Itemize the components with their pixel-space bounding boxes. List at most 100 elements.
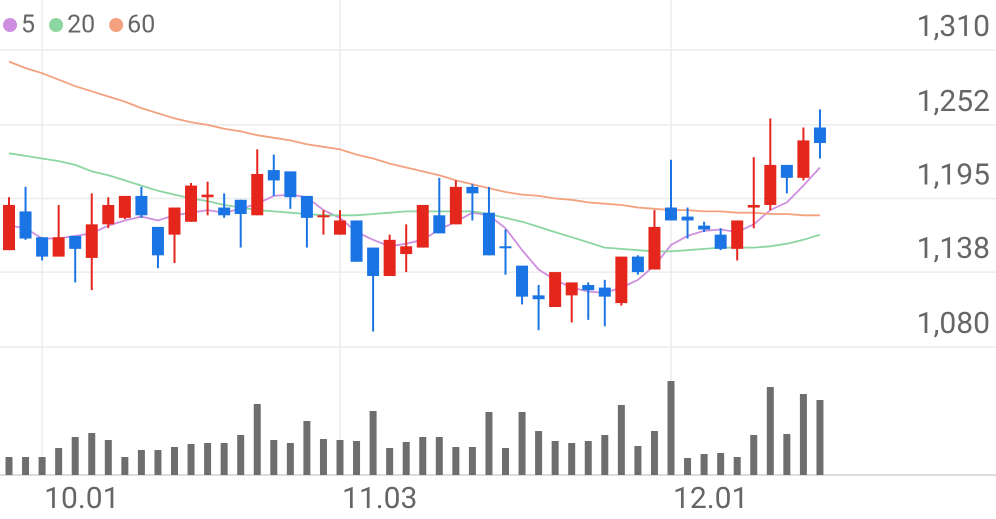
candle-body: [565, 282, 578, 296]
candle-body: [168, 207, 181, 235]
candle-body: [284, 171, 297, 198]
volume-bar: [617, 405, 625, 475]
candle-body: [648, 226, 661, 270]
volume-bar: [518, 412, 526, 475]
ma-line: [8, 60, 820, 217]
candle-body: [151, 226, 164, 256]
volume-bar: [816, 400, 824, 475]
volume-bar: [88, 433, 96, 475]
candle-body: [367, 247, 380, 276]
volume-bar: [700, 454, 708, 475]
candle-body: [234, 199, 247, 214]
volume-bar: [187, 444, 195, 475]
volume-bar: [419, 437, 427, 475]
y-tick-label: 1,195: [917, 157, 990, 192]
legend-label: 5: [21, 11, 35, 40]
candle-body: [747, 204, 760, 208]
candle-body: [449, 186, 462, 225]
volume-bar: [435, 437, 443, 475]
legend-label: 60: [127, 11, 155, 40]
candle-body: [185, 185, 198, 222]
volume-bar: [253, 404, 261, 475]
volume-bar: [551, 441, 559, 475]
candle-body: [698, 225, 711, 230]
volume-bar: [601, 435, 609, 475]
legend-marker: [3, 18, 17, 32]
candle-body: [334, 220, 346, 235]
volume-bar: [55, 448, 63, 475]
volume-bar: [237, 435, 245, 475]
candle-body: [251, 173, 264, 216]
candle-body: [797, 140, 810, 178]
volume-bar: [38, 457, 46, 475]
candle-body: [400, 246, 413, 255]
candle-body: [764, 164, 777, 205]
ma-line: [8, 152, 821, 253]
volume-bar: [303, 421, 311, 475]
volume-bar: [733, 457, 741, 475]
candle-body: [433, 215, 446, 234]
volume-bar: [799, 394, 807, 475]
candle-body: [714, 234, 727, 249]
candle-body: [85, 224, 98, 258]
volume-bar: [684, 458, 692, 475]
candle-body: [582, 285, 595, 291]
candle-body: [300, 195, 313, 218]
candle-body: [383, 239, 396, 276]
volume-bar: [783, 434, 791, 475]
candle-body: [416, 204, 429, 248]
candle-body: [52, 237, 65, 257]
legend-marker: [109, 18, 124, 32]
volume-bar: [485, 412, 493, 475]
volume-bar: [171, 447, 178, 475]
candle-body: [317, 215, 330, 218]
candle-body: [102, 204, 115, 225]
volume-bar: [286, 443, 294, 475]
volume-bar: [402, 442, 410, 475]
volume-bar: [154, 450, 162, 475]
volume-bar: [634, 446, 642, 475]
volume-bar: [766, 387, 774, 475]
candle-body: [731, 220, 744, 249]
x-tick-label: 11.03: [342, 481, 417, 516]
volume-bar: [502, 448, 509, 475]
volume-bar: [137, 450, 145, 475]
y-tick-label: 1,080: [917, 306, 990, 341]
volume-bar: [336, 440, 344, 475]
candle-body: [267, 170, 280, 181]
candle-body: [813, 127, 826, 143]
candle-body: [499, 246, 512, 249]
volume-bar: [270, 440, 278, 475]
volume-bar: [452, 447, 460, 475]
candle-body: [19, 211, 32, 239]
volume-bar: [535, 431, 543, 475]
volume-bar: [650, 431, 658, 475]
y-tick-label: 1,310: [917, 9, 990, 44]
candle-body: [466, 186, 479, 194]
volume-bar: [121, 457, 129, 475]
volume-bar: [584, 441, 592, 475]
volume-bar: [220, 443, 228, 475]
candle-body: [681, 216, 694, 221]
candle-body: [201, 194, 214, 198]
y-tick-label: 1,252: [917, 84, 990, 119]
legend-marker: [49, 18, 64, 32]
volume-bar: [353, 441, 361, 475]
candle-body: [532, 295, 545, 300]
volume-bar: [104, 440, 112, 475]
volume-bar: [568, 443, 576, 475]
volume-bar: [204, 443, 212, 475]
volume-bar: [319, 439, 327, 475]
candle-body: [780, 164, 793, 178]
x-tick-label: 12.01: [673, 481, 748, 516]
candle-body: [549, 272, 562, 307]
candle-body: [3, 204, 15, 251]
volume-bar: [71, 437, 79, 475]
candle-body: [135, 195, 148, 216]
volume-bar: [386, 448, 394, 475]
volume-bar: [369, 411, 377, 475]
candle-body: [69, 235, 82, 249]
legend-label: 20: [67, 11, 95, 40]
candle-body: [118, 195, 131, 218]
